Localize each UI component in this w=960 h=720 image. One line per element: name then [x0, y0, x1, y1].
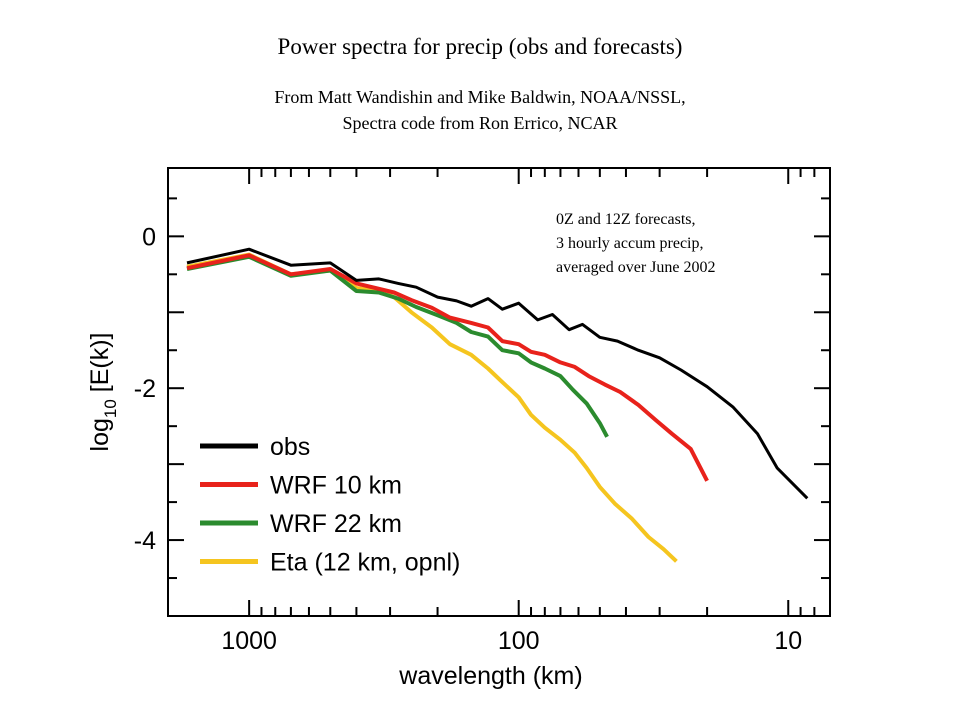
x-tick-label: 1000	[221, 627, 277, 655]
series-layer	[186, 247, 809, 563]
legend-label: obs	[270, 433, 310, 461]
y-axis-label: log10 [E(k)]	[86, 333, 120, 452]
plot-frame	[167, 167, 831, 617]
x-tick-label: 10	[774, 627, 802, 655]
series-line-eta-12-km-opnl	[186, 252, 678, 563]
series-line-wrf-22-km	[186, 254, 609, 438]
y-tick-label: -4	[134, 527, 156, 555]
legend: obs WRF 10 km WRF 22 km Eta (12 km, opnl)	[200, 433, 460, 577]
slide-subtitle: From Matt Wandishin and Mike Baldwin, NO…	[0, 84, 960, 136]
slide-title: Power spectra for precip (obs and foreca…	[277, 34, 683, 59]
annotation-line: averaged over June 2002	[556, 259, 716, 276]
axis-ticks: 1000 100 100-2-4	[134, 168, 831, 655]
x-tick-label: 100	[498, 627, 540, 655]
annotation-line: 0Z and 12Z forecasts,	[556, 211, 696, 228]
legend-label: WRF 10 km	[270, 472, 402, 500]
y-axis-label-main: log	[86, 418, 114, 451]
annotation-line: 3 hourly accum precip,	[556, 235, 704, 252]
subtitle-line-2: Spectra code from Ron Errico, NCAR	[342, 113, 618, 133]
legend-label: WRF 22 km	[270, 510, 402, 538]
axis-labels: wavelength (km) log10 [E(k)]	[86, 333, 583, 690]
y-tick-label: -2	[134, 375, 156, 403]
annotation: 0Z and 12Z forecasts, 3 hourly accum prec…	[556, 211, 716, 276]
series-line-obs	[186, 247, 809, 500]
series-line-wrf-10-km	[186, 253, 709, 482]
y-axis-label-rest: [E(k)]	[86, 333, 114, 400]
y-axis-label-subscript: 10	[101, 399, 120, 418]
x-axis-label: wavelength (km)	[398, 662, 582, 690]
y-tick-label: 0	[142, 223, 156, 251]
subtitle-line-1: From Matt Wandishin and Mike Baldwin, NO…	[274, 87, 686, 107]
legend-label: Eta (12 km, opnl)	[270, 549, 460, 577]
